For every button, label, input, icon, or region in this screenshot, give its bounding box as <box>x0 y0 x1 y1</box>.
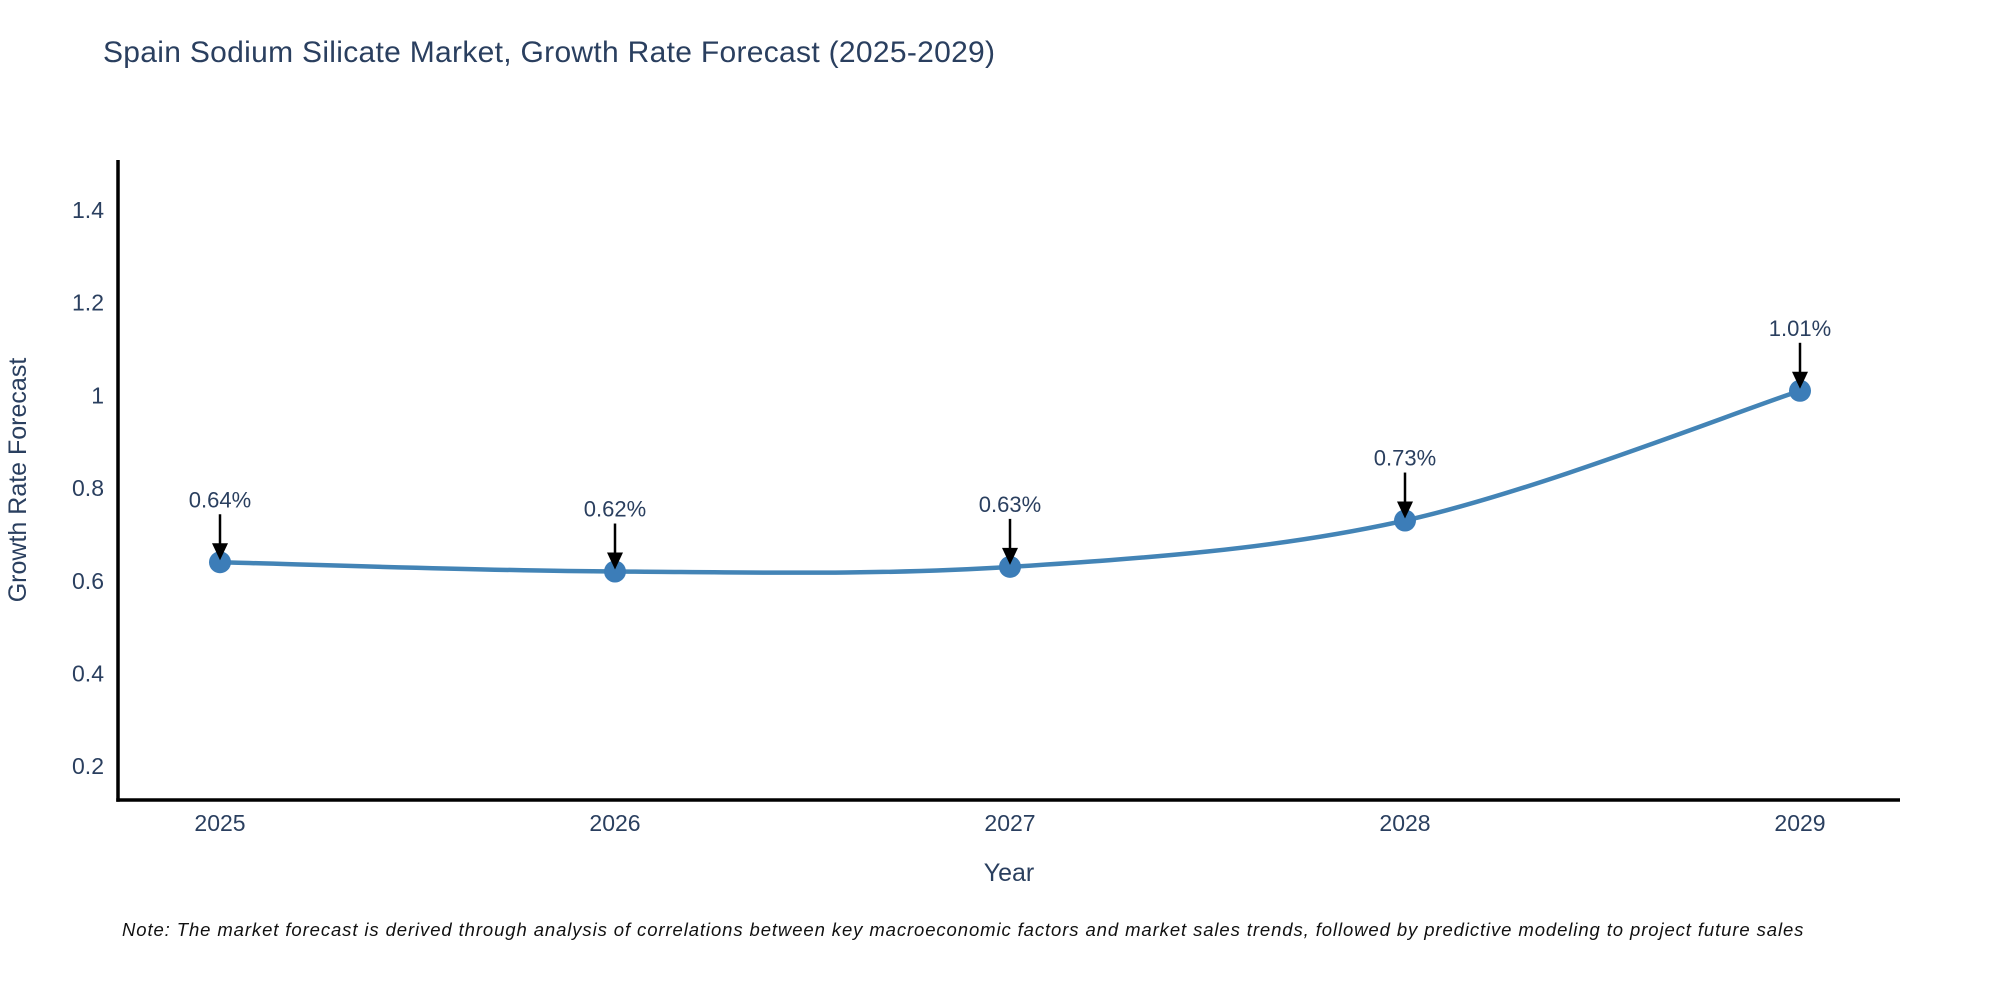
y-tick-label: 0.8 <box>72 475 104 501</box>
annotation-label: 0.73% <box>1374 446 1436 471</box>
data-point <box>604 560 626 583</box>
annotation-label: 0.64% <box>189 487 251 512</box>
y-tick-label: 0.2 <box>72 753 104 779</box>
data-point <box>1789 379 1811 402</box>
y-tick-label: 1.4 <box>72 197 104 223</box>
annotation-label: 1.01% <box>1769 316 1831 341</box>
chart-title: Spain Sodium Silicate Market, Growth Rat… <box>103 36 996 69</box>
data-point <box>209 551 231 574</box>
x-tick-label: 2027 <box>984 810 1035 836</box>
y-tick-label: 1.2 <box>72 290 104 316</box>
annotation-arrowhead-icon <box>607 552 623 570</box>
x-axis-title: Year <box>984 859 1035 887</box>
x-tick-label: 2025 <box>194 810 245 836</box>
x-tick-label: 2029 <box>1774 810 1825 836</box>
footnote: Note: The market forecast is derived thr… <box>122 919 1805 940</box>
data-point <box>1394 509 1416 532</box>
y-tick-label: 0.4 <box>72 660 104 686</box>
annotation-arrowhead-icon <box>1397 501 1413 519</box>
x-tick-label: 2026 <box>589 810 640 836</box>
annotation-arrowhead-icon <box>212 543 228 561</box>
annotation-arrowhead-icon <box>1002 547 1018 565</box>
y-tick-label: 1 <box>91 382 104 408</box>
x-tick-label: 2028 <box>1379 810 1430 836</box>
annotation-arrowhead-icon <box>1792 371 1808 389</box>
annotation-label: 0.63% <box>979 492 1041 517</box>
data-point <box>999 555 1021 578</box>
y-axis-title: Growth Rate Forecast <box>4 358 32 603</box>
y-tick-label: 0.6 <box>72 568 104 594</box>
annotation-label: 0.62% <box>584 497 646 522</box>
